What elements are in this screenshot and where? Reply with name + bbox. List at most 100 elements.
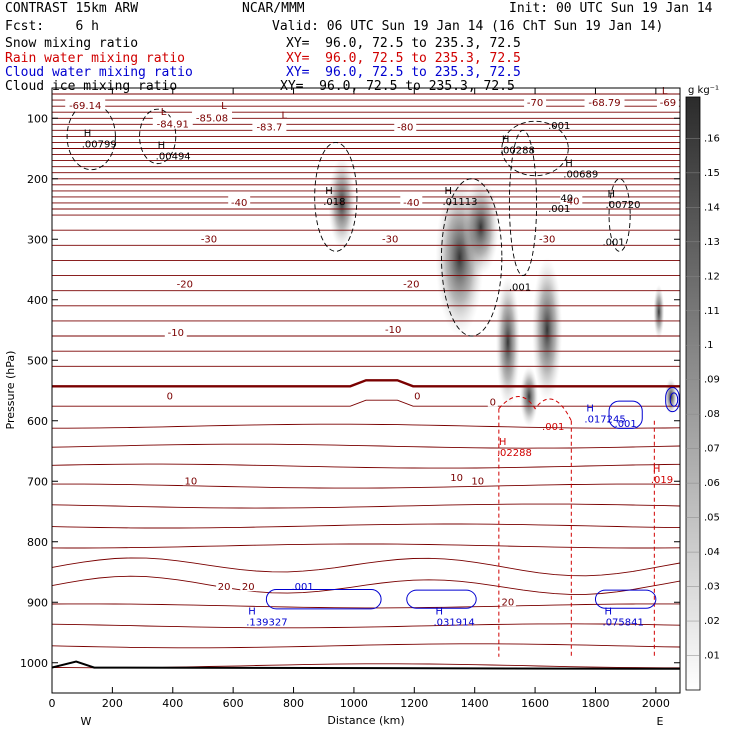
temp-label: -40 xyxy=(231,198,247,209)
temp-label: -80 xyxy=(397,122,413,133)
cloud-water-field-label: Cloud water mixing ratio xyxy=(5,65,193,80)
contour-value-label: .001 xyxy=(602,237,624,248)
temp-label-bg xyxy=(182,474,199,486)
high-marker: H xyxy=(565,159,573,170)
isotherm-line xyxy=(52,503,680,509)
isotherm-line xyxy=(52,603,680,609)
low-marker: L xyxy=(161,107,167,118)
temp-label: 0 xyxy=(414,392,420,403)
snow-blob xyxy=(495,275,520,409)
contour-labels: -69.14 -84.91 -85.08 -83.7 -80 -70 -68.79 -69 -4… xyxy=(65,86,679,628)
colorbar-tick-label: .14 xyxy=(704,202,720,213)
extremum-value: .139327 xyxy=(246,617,287,628)
y-tick-label: 500 xyxy=(27,354,48,367)
temp-label: 0 xyxy=(490,398,496,409)
snow-blob xyxy=(519,366,539,427)
model-title: CONTRAST 15km ARW xyxy=(5,1,139,16)
cloud-water-contour xyxy=(669,392,679,407)
high-marker: H xyxy=(653,464,661,475)
contour-value-label: 40 xyxy=(560,194,573,205)
isotherm-line xyxy=(52,379,680,388)
high-marker: H xyxy=(586,404,594,415)
isotherm-line xyxy=(52,543,680,549)
temp-label: -85.08 xyxy=(196,113,228,124)
temp-label-bg xyxy=(656,96,679,108)
extremum-value: .031914 xyxy=(433,617,474,628)
temp-label-bg xyxy=(400,277,423,289)
temp-label: 20 xyxy=(242,582,255,593)
x-tick-label: 1000 xyxy=(340,697,368,710)
xy-dark: XY= 96.0, 72.5 to 235.3, 72.5 xyxy=(280,79,515,94)
high-marker: H xyxy=(84,128,92,139)
high-marker: H xyxy=(445,186,453,197)
colorbar-tick-label: .12 xyxy=(704,271,720,282)
contour-value-label: .001 xyxy=(548,204,570,215)
temp-label: -40 xyxy=(403,198,419,209)
temp-label: 10 xyxy=(471,476,484,487)
temp-label: -10 xyxy=(168,328,184,339)
isotherm-line xyxy=(52,443,680,449)
cloud-water-contour xyxy=(608,400,643,429)
temp-label: -20 xyxy=(177,280,193,291)
temp-label: -10 xyxy=(385,325,401,336)
y-tick-label: 700 xyxy=(27,475,48,488)
y-tick-label: 200 xyxy=(27,173,48,186)
temp-label-bg xyxy=(584,96,625,108)
isotherm-line xyxy=(52,423,680,429)
colorbar-tick-label: .02 xyxy=(704,616,720,627)
extremum-value: .00720 xyxy=(606,200,641,211)
east-label: E xyxy=(657,715,664,728)
temp-label: 10 xyxy=(450,473,463,484)
extremum-value: .01113 xyxy=(443,197,478,208)
contour-value-label: .001 xyxy=(548,121,570,132)
colorbar: .01 .02 .03 .04 .05 .06 .07 .08 .09 .1 .11 .12 .13 .1… xyxy=(685,85,720,691)
cloud-water-contour xyxy=(406,589,477,609)
temp-label-bg xyxy=(192,111,233,123)
high-marker: H xyxy=(499,437,507,448)
ice-contour xyxy=(508,129,538,277)
x-tick-label: 800 xyxy=(283,697,304,710)
x-tick-label: 200 xyxy=(102,697,123,710)
colorbar-ramp xyxy=(685,96,701,691)
low-marker: L xyxy=(662,86,668,97)
colorbar-tick-label: .07 xyxy=(704,444,720,455)
isotherm-line xyxy=(52,523,680,529)
temp-label-bg xyxy=(198,232,220,244)
x-axis-title: Distance (km) xyxy=(327,714,404,727)
x-tick-label: 1400 xyxy=(461,697,489,710)
x-tick-label: 1600 xyxy=(521,697,549,710)
colorbar-tick-label: .04 xyxy=(704,547,720,558)
init-time: Init: 00 UTC Sun 19 Jan 14 xyxy=(509,1,713,16)
temp-label-bg xyxy=(394,120,417,132)
ice-contour xyxy=(314,141,358,252)
isotherm-line xyxy=(52,623,680,629)
temp-label-bg xyxy=(382,323,405,334)
snow-blob xyxy=(462,178,499,276)
snow-field-label: Snow mixing ratio xyxy=(5,36,139,51)
cloud-water-contour xyxy=(665,386,680,413)
temp-label-bg xyxy=(487,395,498,407)
plot-frame xyxy=(51,87,681,694)
x-tick-label: 0 xyxy=(49,697,56,710)
y-tick-label: 100 xyxy=(27,112,48,125)
y-tick-label: 900 xyxy=(27,596,48,609)
valid-time: Valid: 06 UTC Sun 19 Jan 14 (16 ChT Sun … xyxy=(272,19,664,34)
contour-value-label: .001 xyxy=(509,283,531,294)
contour-value-label: .001 xyxy=(542,422,564,433)
isotherm-line xyxy=(52,483,680,489)
temp-label: 10 xyxy=(185,476,198,487)
x-tick-label: 600 xyxy=(223,697,244,710)
rain-field-label: Rain water mixing ratio xyxy=(5,51,186,66)
x-tick-label: 400 xyxy=(162,697,183,710)
extremum-value: .018 xyxy=(323,197,345,208)
contour-value-label: .001 xyxy=(615,419,637,430)
west-label: W xyxy=(81,715,92,728)
high-marker: H xyxy=(325,186,333,197)
ice-contour xyxy=(441,178,503,337)
temp-label-bg xyxy=(536,232,559,244)
temp-label: -84.91 xyxy=(157,119,189,130)
temp-label: -20 xyxy=(403,280,419,291)
low-marker: L xyxy=(221,101,227,112)
colorbar-tick-label: .13 xyxy=(704,237,720,248)
